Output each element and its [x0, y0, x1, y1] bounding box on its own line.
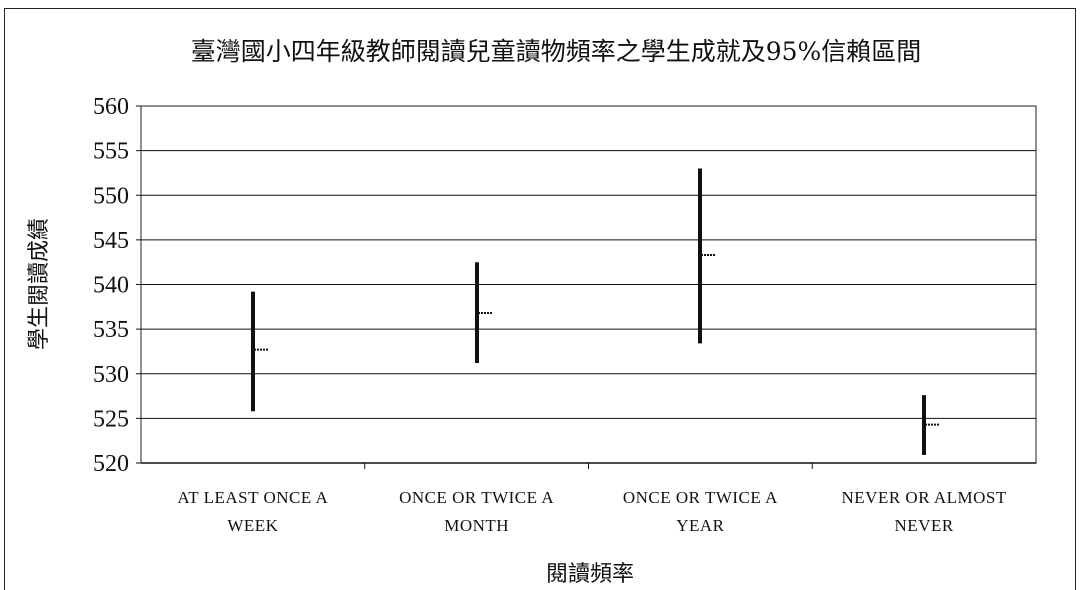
- y-tick-label: 525: [93, 406, 129, 432]
- y-tick-label: 530: [93, 362, 129, 388]
- plot-area: 520 525 530 535 540 545 550 555 560 AT LEAST ONCE…: [93, 94, 1037, 535]
- y-tick-label: 550: [93, 183, 129, 209]
- y-tick-label: 520: [93, 451, 129, 477]
- chart-title: 臺灣國小四年級教師閱讀兒童讀物頻率之學生成就及95%信賴區間: [191, 37, 922, 66]
- y-tick-label: 535: [93, 317, 129, 343]
- x-category-label: MONTH: [444, 516, 509, 535]
- y-tick-label: 540: [93, 273, 129, 299]
- y-tick-label: 555: [93, 139, 129, 165]
- x-category-label: ONCE OR TWICE A: [623, 488, 778, 507]
- y-tick-label: 560: [93, 94, 129, 120]
- x-axis-label: 閱讀頻率: [546, 562, 634, 587]
- x-category-label: YEAR: [676, 516, 724, 535]
- x-category-label: NEVER OR ALMOST: [842, 488, 1007, 507]
- x-category-label: NEVER: [895, 516, 954, 535]
- x-category-label: WEEK: [227, 516, 278, 535]
- y-axis-label: 學生閱讀成績: [27, 218, 52, 350]
- x-category-label: AT LEAST ONCE A: [177, 488, 328, 507]
- x-category-label: ONCE OR TWICE A: [399, 488, 554, 507]
- y-tick-label: 545: [93, 228, 129, 254]
